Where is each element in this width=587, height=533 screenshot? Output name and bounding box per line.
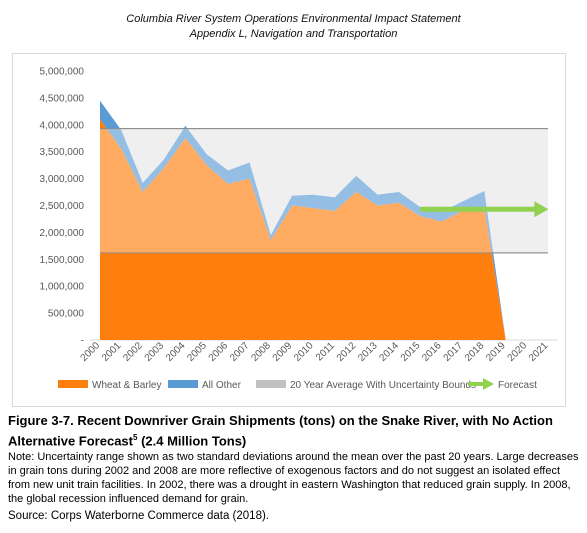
forecast-arrowhead [534,201,549,218]
y-tick-label: - [81,336,84,347]
legend-label: All Other [202,380,242,391]
x-tick-label: 2001 [100,340,124,364]
x-tick-label: 2003 [143,340,167,364]
x-tick-label: 2015 [399,340,423,364]
caption-title: Figure 3-7. Recent Downriver Grain Shipm… [8,412,580,449]
y-tick-label: 4,500,000 [40,93,85,104]
x-tick-label: 2014 [378,340,402,364]
legend-swatch [58,380,88,388]
x-tick-label: 2008 [249,340,273,364]
legend-label: Forecast [498,380,537,391]
header-line-2: Appendix L, Navigation and Transportatio… [189,28,398,40]
x-tick-label: 2013 [356,340,380,364]
x-tick-label: 2009 [271,340,295,364]
x-tick-label: 2010 [292,340,316,364]
area-layer [100,100,548,341]
x-tick-label: 2011 [314,340,337,363]
x-tick-label: 2006 [207,340,231,364]
x-tick-label: 2007 [228,340,252,364]
x-tick-label: 2018 [463,340,487,364]
y-tick-label: 3,500,000 [40,147,85,158]
series-wheat-barley-area [100,119,506,341]
y-tick-label: 2,000,000 [40,228,85,239]
x-tick-label: 2004 [164,340,188,364]
uncertainty-band-overlay [100,128,548,253]
caption-title-suffix: (2.4 Million Tons) [137,433,247,449]
y-tick-label: 500,000 [48,309,85,320]
x-tick-label: 2020 [506,340,530,364]
legend-label: Wheat & Barley [92,380,161,391]
legend-swatch [168,380,198,388]
y-tick-label: 2,500,000 [40,201,85,212]
y-tick-label: 1,000,000 [40,282,85,293]
x-tick-label: 2016 [420,340,444,364]
caption-source: Source: Corps Waterborne Commerce data (… [8,510,269,523]
x-tick-label: 2005 [185,340,209,364]
x-tick-label: 2021 [527,340,551,364]
header-line-1: Columbia River System Operations Environ… [126,13,461,25]
chart-container: - 500,000 1,000,000 1,500,000 2,000,000 2,500… [12,53,566,407]
y-tick-label: 5,000,000 [40,67,85,78]
forecast-layer [420,201,549,218]
legend: Wheat & Barley All Other 20 Year Average W… [58,378,537,391]
chart-svg: - 500,000 1,000,000 1,500,000 2,000,000 2,500… [40,67,558,391]
page-header: Columbia River System Operations Environ… [0,12,587,42]
legend-swatch [256,380,286,388]
figure-caption: Figure 3-7. Recent Downriver Grain Shipm… [8,412,580,524]
y-tick-label: 1,500,000 [40,255,85,266]
x-tick-label: 2012 [335,340,359,364]
y-tick-label: 3,000,000 [40,174,85,185]
x-tick-label: 2017 [442,340,466,364]
x-tick-label: 2002 [121,340,145,364]
legend-forecast-arrowhead [483,378,494,390]
caption-title-footnote: 5 [133,433,138,442]
legend-label: 20 Year Average With Uncertainty Bounds [290,380,476,391]
y-tick-label: 4,000,000 [40,120,85,131]
x-tick-label: 2019 [484,340,508,364]
caption-note: Note: Uncertainty range shown as two sta… [8,451,579,506]
caption-title-text: Figure 3-7. Recent Downriver Grain Shipm… [8,413,553,449]
